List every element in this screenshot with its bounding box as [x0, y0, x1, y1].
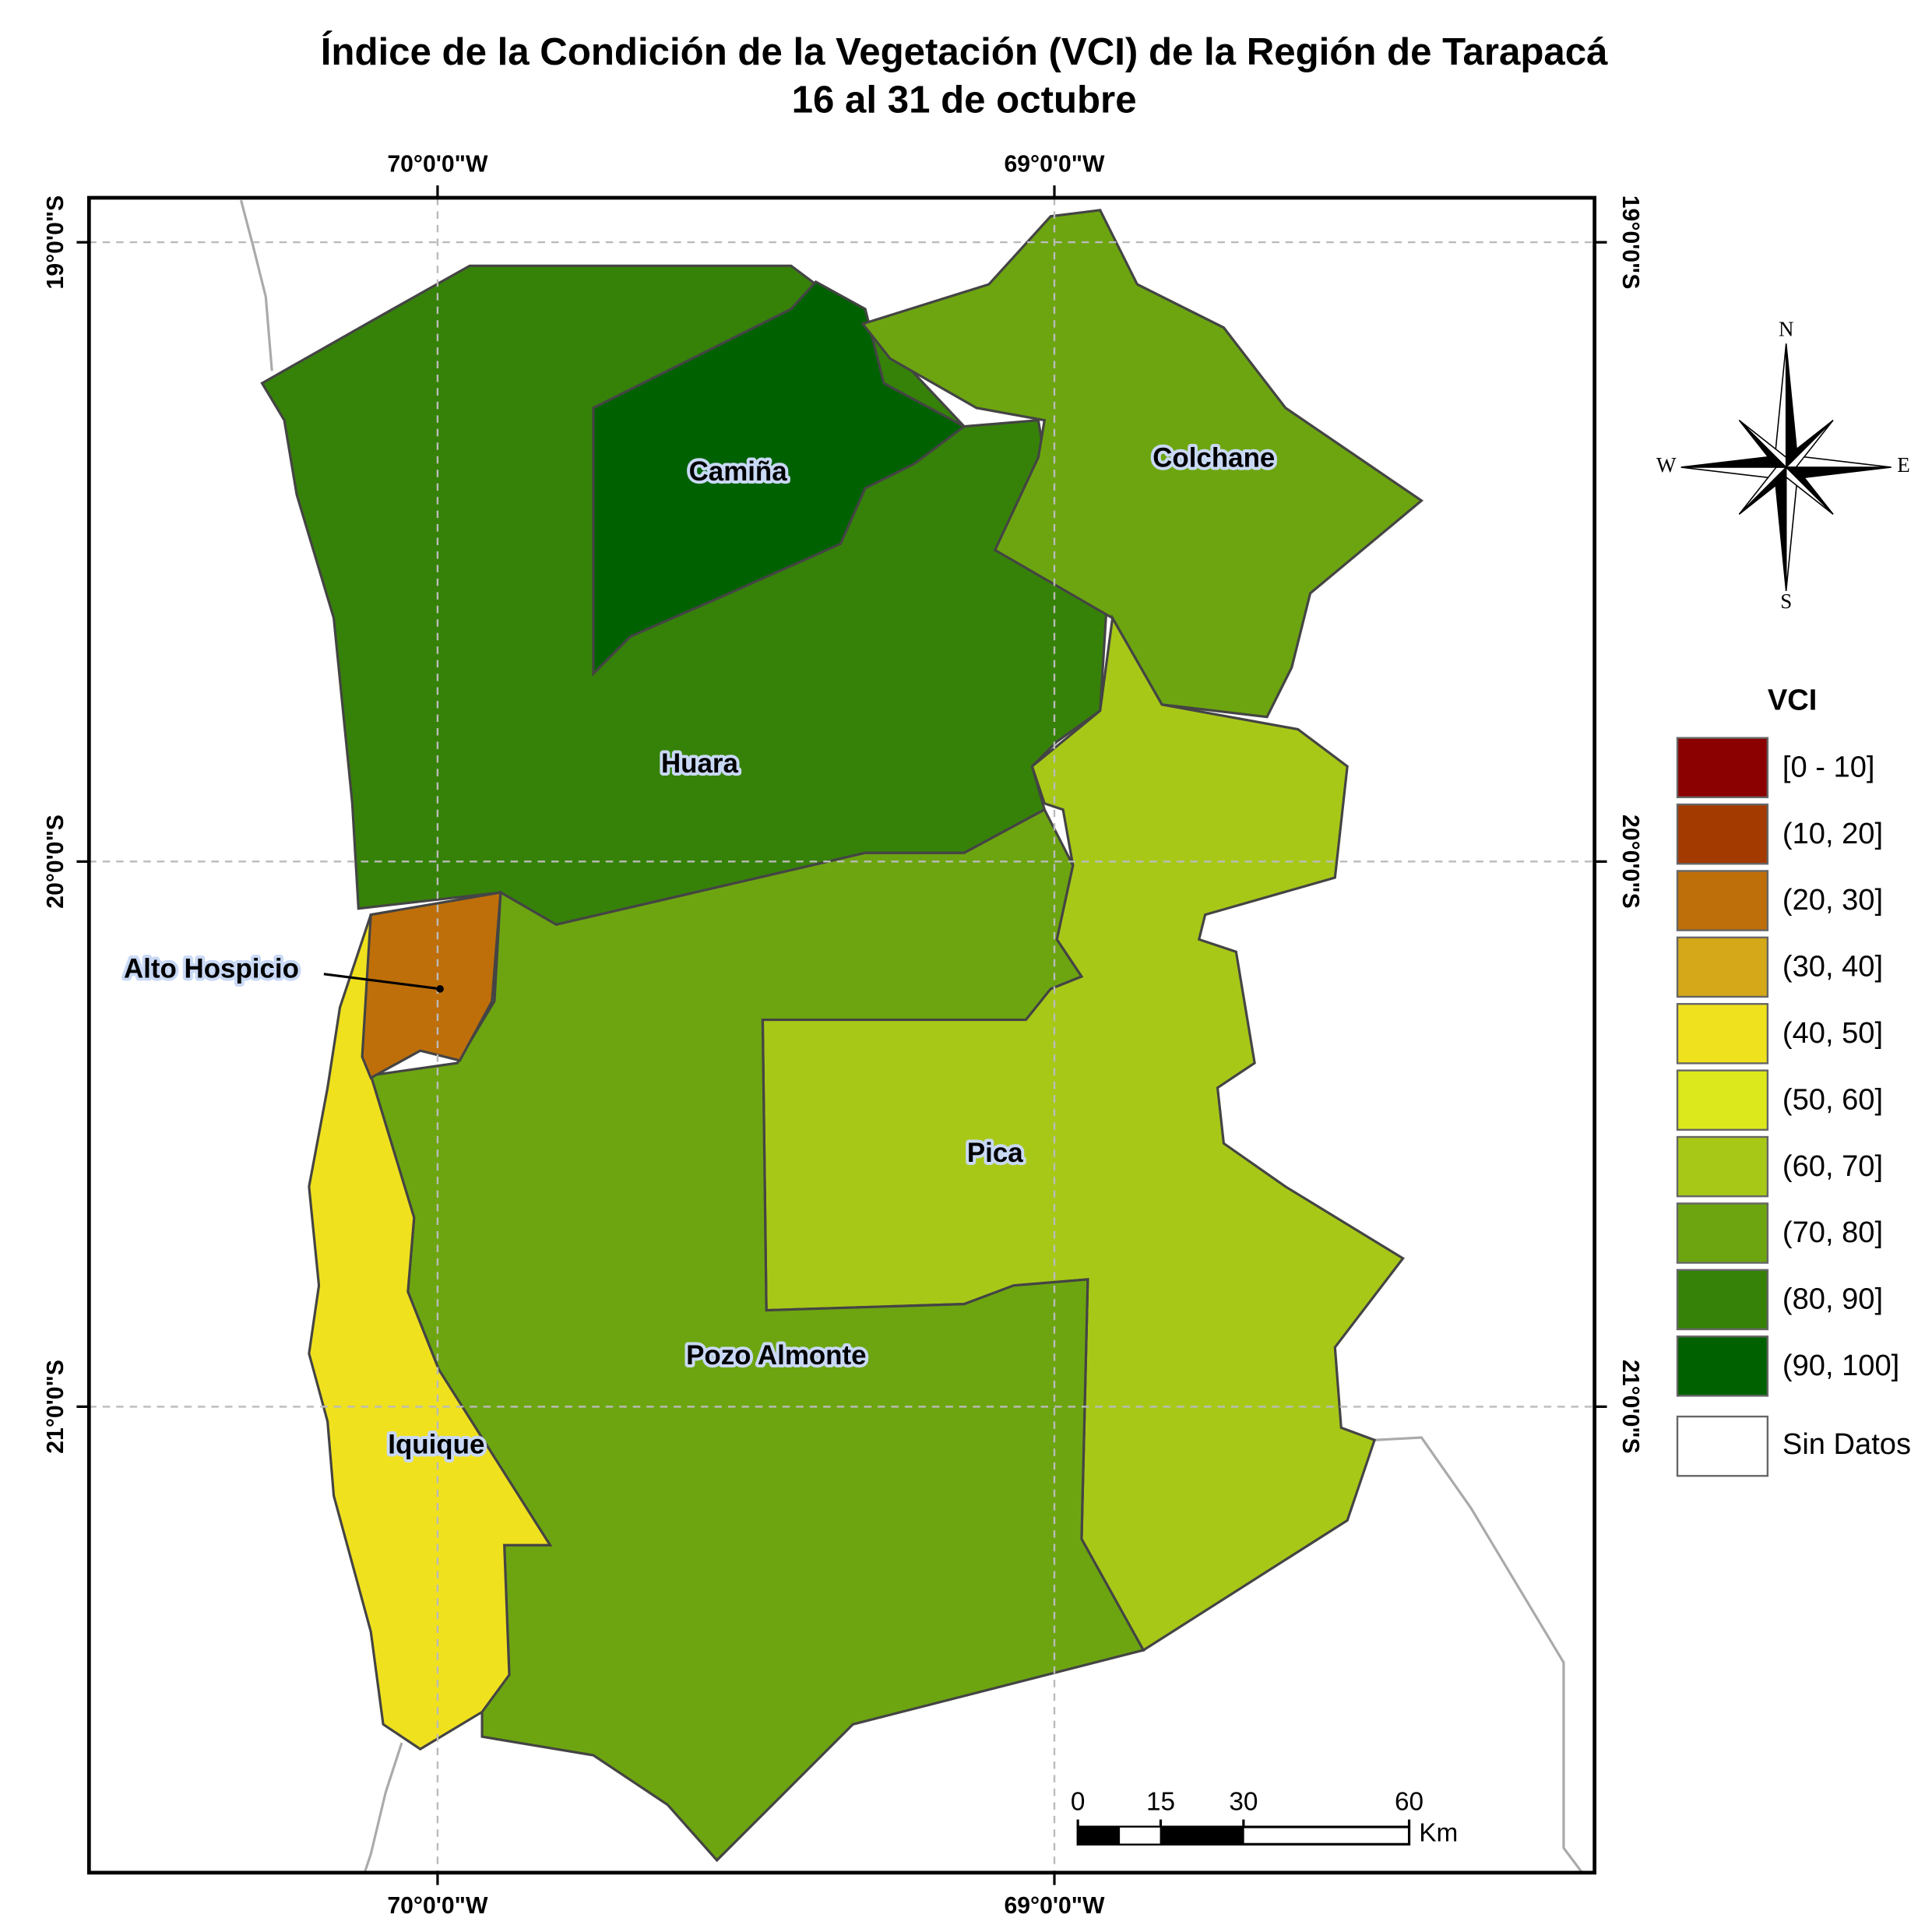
scale-bar-segment — [1160, 1826, 1244, 1846]
scale-bar-label: 0 — [1071, 1788, 1086, 1817]
longitude-label: 69°0'0"W — [1004, 152, 1105, 178]
legend-swatch — [1676, 1202, 1769, 1264]
region — [308, 914, 553, 1751]
compass-e: E — [1897, 453, 1909, 477]
latitude-label: 21°0'0"S — [1617, 1360, 1643, 1454]
legend-label: (10, 20] — [1782, 818, 1883, 850]
legend-swatch — [1676, 803, 1769, 865]
north-arrow: N S E W — [1656, 318, 1910, 613]
latitude-label: 21°0'0"S — [43, 1360, 69, 1454]
map-frame — [86, 195, 1597, 1875]
legend-swatch — [1676, 1415, 1769, 1477]
scale-bar-label: 15 — [1146, 1788, 1175, 1817]
legend-swatch — [1676, 1003, 1769, 1065]
leader-dot — [436, 985, 444, 993]
no-data-border — [239, 199, 273, 371]
longitude-label: 70°0'0"W — [387, 1893, 488, 1919]
scale-bar-segment — [1118, 1826, 1162, 1846]
subtitle: 16 al 31 de octubre — [792, 79, 1137, 121]
region-label: Colchane — [1153, 443, 1275, 473]
region — [361, 891, 502, 1080]
scale-bar-label: 60 — [1395, 1788, 1423, 1817]
map-body: Huara Camiña Colchane Pica Pozo Almonte Iquiq… — [89, 197, 1595, 1874]
latitude-label: 19°0'0"S — [1617, 195, 1643, 290]
compass-s: S — [1780, 589, 1792, 613]
legend-label: (40, 50] — [1782, 1017, 1883, 1050]
legend-label: [0 - 10] — [1782, 751, 1875, 783]
longitude-label: 70°0'0"W — [387, 152, 488, 178]
legend-swatch — [1676, 1336, 1769, 1397]
latitude-label: 20°0'0"S — [43, 815, 69, 909]
legend-swatch — [1676, 1269, 1769, 1331]
legend-swatch — [1676, 936, 1769, 998]
region-label: Iquique — [388, 1429, 484, 1459]
legend-title: VCI — [1768, 684, 1817, 717]
region-label: Alto Hospicio — [124, 953, 299, 984]
region — [592, 280, 967, 677]
region-label: Pica — [967, 1138, 1023, 1168]
legend-label: (50, 60] — [1782, 1083, 1883, 1116]
longitude-label: 69°0'0"W — [1004, 1893, 1105, 1919]
legend-label: (60, 70] — [1782, 1150, 1883, 1183]
legend-swatch — [1676, 1069, 1769, 1131]
legend-label: Sin Datos — [1782, 1428, 1911, 1461]
compass-n: N — [1779, 318, 1793, 341]
no-data-border — [1374, 1436, 1584, 1874]
legend-swatch — [1676, 1135, 1769, 1198]
title: Índice de la Condición de la Vegetación … — [321, 30, 1608, 73]
legend-label: (20, 30] — [1782, 884, 1883, 917]
legend-label: (90, 100] — [1782, 1350, 1899, 1382]
leader-line — [323, 973, 441, 991]
latitude-label: 19°0'0"S — [43, 195, 69, 290]
region-label: Huara — [661, 748, 739, 779]
compass-w: W — [1656, 453, 1677, 477]
no-data-border — [363, 1742, 403, 1874]
region — [860, 209, 1424, 719]
legend-swatch — [1676, 870, 1769, 931]
legend-swatch — [1676, 737, 1769, 799]
region-label: Camiña — [689, 456, 788, 487]
legend-label: (80, 90] — [1782, 1283, 1883, 1316]
scale-bar-unit: Km — [1419, 1818, 1458, 1847]
legend-label: (30, 40] — [1782, 951, 1883, 984]
scale-bar-label: 30 — [1229, 1788, 1258, 1817]
region-label: Pozo Almonte — [686, 1340, 866, 1371]
legend-label: (70, 80] — [1782, 1216, 1883, 1249]
scale-bar-segment — [1077, 1826, 1121, 1846]
latitude-label: 20°0'0"S — [1617, 815, 1643, 909]
